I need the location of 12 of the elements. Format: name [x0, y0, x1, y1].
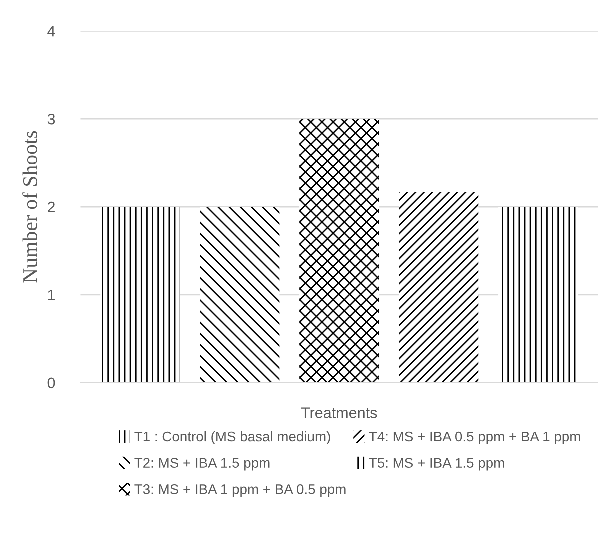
legend-label: T4: MS + IBA 0.5 ppm + BA 1 ppm: [369, 432, 580, 444]
legend-label: T2: MS + IBA 1.5 ppm: [134, 458, 270, 471]
y-tick-label: 0: [48, 378, 56, 389]
y-tick-label: 1: [48, 290, 55, 300]
x-axis-title: Treatments: [301, 408, 378, 418]
y-tick-label: 2: [48, 202, 55, 213]
y-axis-title: Number of Shoots: [22, 131, 38, 283]
y-tick-label: 4: [48, 26, 56, 37]
legend-label: T5: MS + IBA 1.5 ppm: [369, 458, 504, 471]
legend-label: T3: MS + IBA 1 ppm + BA 0.5 ppm: [134, 484, 346, 498]
legend-label: T1 : Control (MS basal medium): [134, 431, 330, 444]
y-tick-label: 3: [48, 114, 56, 125]
